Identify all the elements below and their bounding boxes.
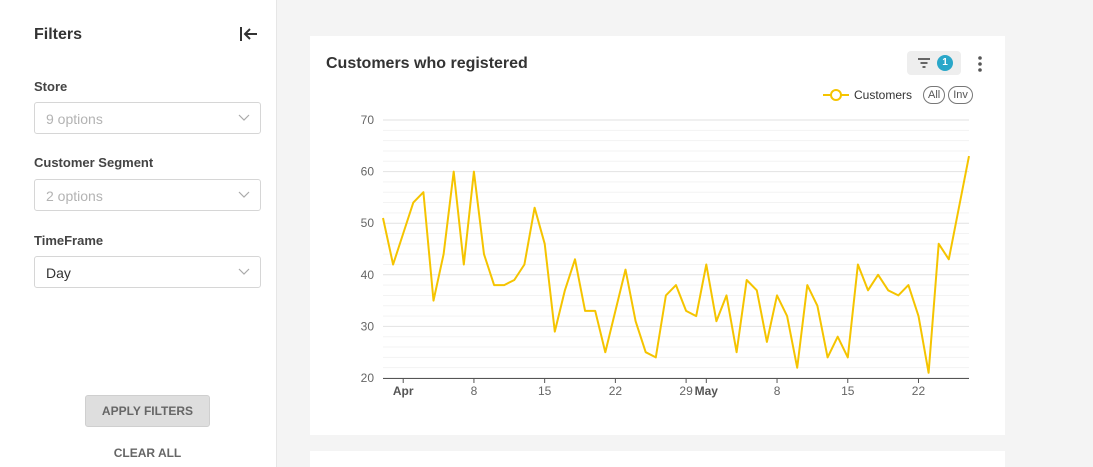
timeframe-select[interactable]: Day <box>34 256 261 288</box>
x-tick-label: 15 <box>538 384 552 398</box>
chart-card: Customers who registered 1 Customers All… <box>310 36 1005 435</box>
chart-title: Customers who registered <box>326 55 528 72</box>
x-tick-label: 15 <box>841 384 855 398</box>
filters-title: Filters <box>34 26 83 43</box>
chevron-down-icon <box>238 114 250 121</box>
clear-all-button[interactable]: CLEAR ALL <box>113 446 182 460</box>
chevron-down-icon <box>238 268 250 275</box>
chevron-down-icon <box>238 191 250 198</box>
line-chart: 20 30 40 50 60 70 Apr 8 15 22 29 May 8 15 22 <box>361 113 970 398</box>
legend-item-customers[interactable]: Customers <box>823 88 920 102</box>
timeframe-label: TimeFrame <box>34 233 104 248</box>
second-card <box>310 451 1005 467</box>
more-options-icon[interactable] <box>974 54 986 74</box>
y-tick-label: 70 <box>361 113 375 127</box>
x-tick-label: Apr <box>393 384 414 398</box>
y-tick-label: 30 <box>361 319 375 333</box>
x-tick-label: 22 <box>912 384 926 398</box>
store-label: Store <box>34 79 68 94</box>
y-tick-label: 60 <box>361 165 375 179</box>
timeframe-select-value: Day <box>46 265 71 281</box>
legend-label: Customers <box>854 88 913 102</box>
x-tick-label: 8 <box>471 384 478 398</box>
customer-segment-select-value: 2 options <box>46 188 103 204</box>
customer-segment-select[interactable]: 2 options <box>34 179 261 211</box>
filters-sidebar: Filters Store 9 options Customer Segment… <box>0 0 277 467</box>
collapse-left-icon[interactable] <box>238 24 260 44</box>
x-tick-label: 29 <box>679 384 693 398</box>
x-tick-label: May <box>695 384 719 398</box>
legend-all-button[interactable]: All <box>923 86 946 104</box>
customer-segment-label: Customer Segment <box>34 155 154 170</box>
apply-filters-button[interactable]: APPLY FILTERS <box>85 395 210 427</box>
y-tick-label: 40 <box>361 268 375 282</box>
chart-filter-button[interactable]: 1 <box>907 51 961 75</box>
store-select-value: 9 options <box>46 111 103 127</box>
series-line-customers <box>382 155 970 374</box>
y-tick-label: 20 <box>361 371 375 385</box>
filter-count-badge: 1 <box>937 55 953 71</box>
y-tick-label: 50 <box>361 216 375 230</box>
x-tick-label: 22 <box>609 384 623 398</box>
filter-icon <box>918 58 930 68</box>
legend-inv-button[interactable]: Inv <box>948 86 973 104</box>
line-marker-icon <box>823 89 849 101</box>
store-select[interactable]: 9 options <box>34 102 261 134</box>
chart-legend: Customers All Inv <box>823 85 973 105</box>
x-tick-label: 8 <box>774 384 781 398</box>
